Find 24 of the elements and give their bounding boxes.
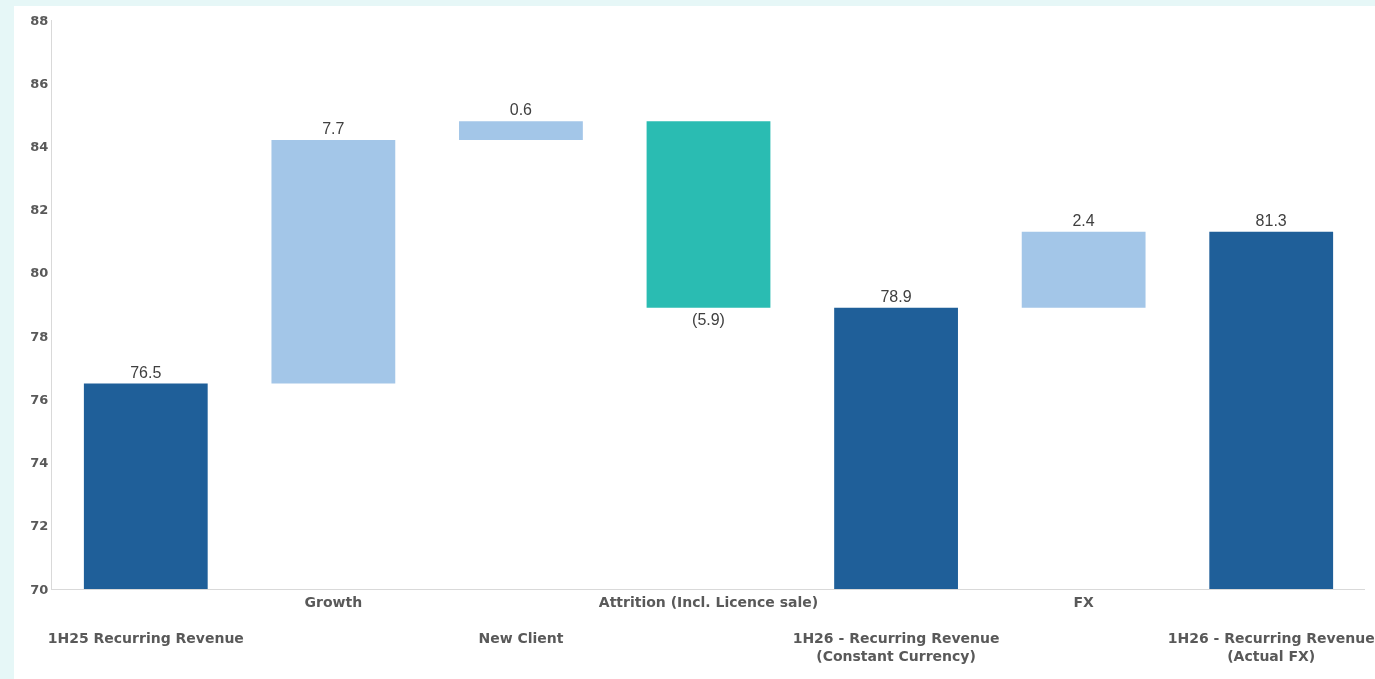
x-tick-label: Growth xyxy=(304,593,363,610)
data-label: 81.3 xyxy=(1255,211,1287,229)
x-tick-label: FX xyxy=(1073,593,1095,610)
y-tick-label: 72 xyxy=(30,518,49,534)
data-label: 2.4 xyxy=(1072,211,1095,229)
data-label: 7.7 xyxy=(322,120,345,138)
x-tick-label: 1H26 - Recurring Revenue (Actual FX) xyxy=(1167,630,1375,665)
y-tick-label: 84 xyxy=(30,138,49,154)
y-tick-label: 76 xyxy=(30,391,49,407)
y-tick-label: 82 xyxy=(30,202,49,218)
y-tick-label: 70 xyxy=(30,581,49,597)
x-tick-label: 1H26 - Recurring Revenue (Constant Currency) xyxy=(792,630,1000,665)
data-label: 76.5 xyxy=(130,363,162,381)
x-tick-label: 1H25 Recurring Revenue xyxy=(47,630,244,647)
y-tick-label: 78 xyxy=(30,328,49,344)
data-label: 0.6 xyxy=(509,101,533,119)
y-tick-label: 86 xyxy=(30,75,49,91)
data-label: 78.9 xyxy=(880,287,912,305)
y-tick-label: 74 xyxy=(30,455,49,471)
y-tick-label: 80 xyxy=(30,265,49,281)
data-label: (5.9) xyxy=(692,310,725,328)
y-tick-label: 88 xyxy=(30,12,49,28)
x-tick-label: Attrition (Incl. Licence sale) xyxy=(598,593,819,610)
x-tick-label: New Client xyxy=(478,630,564,647)
